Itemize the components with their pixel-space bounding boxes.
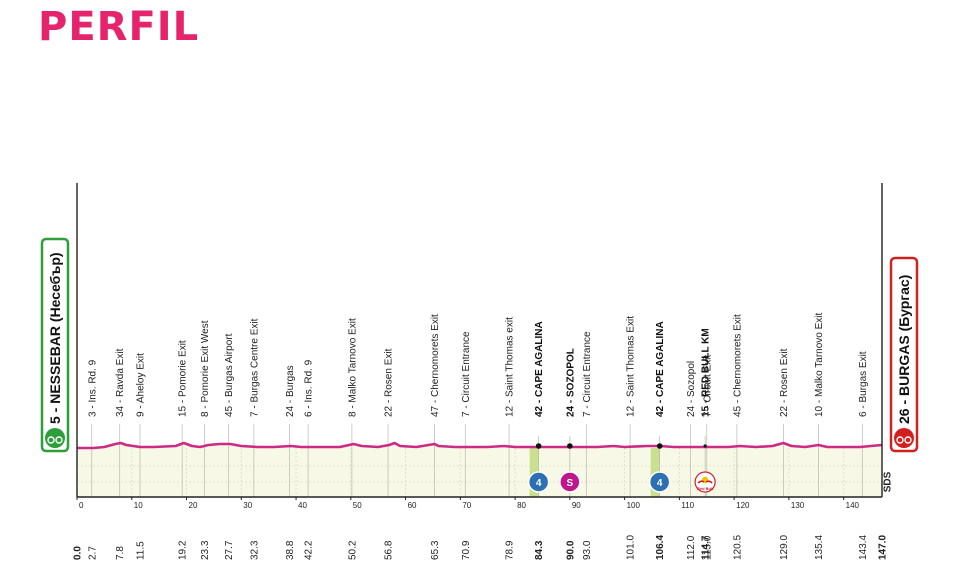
distance-label: 27.7 bbox=[224, 540, 235, 560]
distance-label: 90.0 bbox=[565, 540, 576, 560]
start-city-box bbox=[40, 237, 70, 453]
start-bike-wheel bbox=[47, 436, 55, 444]
kom-badge-icon bbox=[648, 471, 671, 493]
waypoint-label: 42 - CAPE AGALINA bbox=[655, 321, 666, 417]
distance-label: 115.0 bbox=[702, 535, 713, 560]
kom-badge-icon bbox=[527, 471, 550, 493]
x-tick-label: 10 bbox=[134, 501, 143, 510]
waypoint-label: 24 - SOZOPOL bbox=[565, 348, 576, 417]
waypoint-label: 6 - Ins. Rd. 9 bbox=[304, 359, 315, 417]
x-tick-label: 40 bbox=[298, 501, 307, 510]
distance-label: 0.0 bbox=[73, 546, 84, 560]
red-bull-wordmark: Red Bull bbox=[697, 486, 713, 491]
red-bull-bulls-icon bbox=[697, 480, 713, 484]
waypoint-label: 12 - Saint Thomas Exit bbox=[626, 316, 637, 417]
sprint-label: S bbox=[567, 478, 574, 489]
start-city-label: 5 - NESSEBAR (Несебър) bbox=[47, 252, 63, 424]
waypoint-label: 45 - Burgas Airport bbox=[224, 333, 235, 417]
x-tick-label: 80 bbox=[517, 501, 526, 510]
profile-line bbox=[77, 441, 883, 450]
waypoint-label: 7 - Burgas Centre Exit bbox=[249, 318, 260, 417]
distance-label: 129.0 bbox=[779, 535, 790, 560]
summit-dot bbox=[567, 443, 573, 449]
waypoint-label: 6 - Burgas Exit bbox=[858, 351, 869, 417]
kom-category-label: 4 bbox=[657, 478, 663, 489]
finish-city-label: 26 - BURGAS (Бургас) bbox=[896, 275, 912, 424]
distance-label: 7.8 bbox=[115, 546, 126, 560]
x-tick-label: 90 bbox=[572, 501, 581, 510]
waypoint-label: 24 - Burgas bbox=[285, 365, 296, 417]
distance-label: 38.8 bbox=[285, 540, 296, 560]
x-tick-label: 130 bbox=[791, 501, 805, 510]
distance-label: 70.9 bbox=[461, 540, 472, 560]
waypoint-label: 3 - Ins. Rd. 9 bbox=[87, 359, 98, 417]
waypoint-label: 15 - Pomorie Exit bbox=[178, 340, 189, 417]
waypoint-label: 22 - Rosen Exit bbox=[779, 348, 790, 417]
sds-label: SDS bbox=[883, 471, 894, 492]
x-tick-label: 60 bbox=[408, 501, 417, 510]
waypoint-label: 12 - Saint Thomas exit bbox=[505, 317, 516, 417]
distance-label: 106.4 bbox=[655, 535, 666, 560]
distance-label: 23.3 bbox=[200, 540, 211, 560]
summit-dot bbox=[535, 443, 542, 449]
distance-label: 147.0 bbox=[878, 535, 889, 560]
finish-city-box bbox=[889, 256, 919, 453]
distance-label: 19.2 bbox=[178, 540, 189, 560]
distance-label: 78.9 bbox=[505, 540, 516, 560]
x-tick-label: 20 bbox=[189, 501, 198, 510]
waypoint-label: 7 - Circuit Entrance bbox=[582, 331, 593, 417]
distance-label: 114.7 bbox=[701, 535, 712, 560]
finish-bike-wheel bbox=[896, 436, 904, 444]
summit-dot bbox=[656, 443, 663, 449]
distance-label: 50.2 bbox=[347, 540, 358, 560]
finish-bike-wheel bbox=[904, 436, 912, 444]
waypoint-label: 47 - Chernomorets Exit bbox=[430, 314, 441, 417]
distance-label: 101.0 bbox=[626, 535, 637, 560]
waypoint-label: 24 - Sozopol bbox=[686, 361, 697, 417]
x-tick-label: 120 bbox=[736, 501, 750, 510]
waypoint-label: 45 - Chernomorets Exit bbox=[732, 314, 743, 417]
waypoint-label: 22 - Rosen Exit bbox=[384, 348, 395, 417]
profile-fill bbox=[77, 443, 882, 497]
distance-label: 56.8 bbox=[384, 540, 395, 560]
distance-label: 135.4 bbox=[814, 535, 825, 560]
distance-label: 2.7 bbox=[87, 546, 98, 560]
page-title: PERFIL bbox=[38, 4, 200, 50]
waypoint-label: 7 - Circuit Exit bbox=[702, 355, 713, 417]
distance-label: 120.5 bbox=[732, 535, 743, 560]
x-tick-label: 50 bbox=[353, 501, 362, 510]
start-bike-wheel bbox=[55, 436, 63, 444]
x-tick-label: 110 bbox=[681, 501, 694, 510]
distance-label: 65.3 bbox=[430, 540, 441, 560]
waypoint-label: 15 - RED BULL KM bbox=[701, 328, 712, 417]
distance-label: 93.0 bbox=[582, 540, 593, 560]
waypoint-label: 9 - Aheloy Exit bbox=[135, 353, 146, 417]
distance-label: 32.3 bbox=[249, 540, 260, 560]
distance-label: 143.4 bbox=[858, 535, 869, 560]
waypoint-label: 10 - Malko Tarnovo Exit bbox=[814, 312, 825, 417]
sprint-badge-icon bbox=[559, 471, 581, 493]
x-tick-label: 30 bbox=[243, 501, 252, 510]
distance-label: 112.0 bbox=[686, 535, 697, 560]
x-tick-label: 70 bbox=[462, 501, 471, 510]
waypoint-label: 42 - CAPE AGALINA bbox=[534, 321, 545, 417]
bonus-dot bbox=[703, 444, 707, 448]
waypoint-label: 34 - Ravda Exit bbox=[115, 348, 126, 417]
waypoint-label: 8 - Pomorie Exit West bbox=[200, 320, 211, 417]
x-tick-label: 140 bbox=[846, 501, 860, 510]
x-tick-label: 0 bbox=[79, 501, 84, 510]
waypoint-label: 7 - Circuit Entrance bbox=[461, 331, 472, 417]
waypoint-label: 8 - Malko Tarnovo Exit bbox=[347, 318, 358, 417]
distance-label: 11.5 bbox=[135, 541, 146, 560]
x-tick-label: 100 bbox=[627, 501, 641, 510]
kom-category-label: 4 bbox=[536, 478, 542, 489]
distance-label: 84.3 bbox=[534, 540, 545, 560]
distance-label: 42.2 bbox=[304, 540, 315, 560]
